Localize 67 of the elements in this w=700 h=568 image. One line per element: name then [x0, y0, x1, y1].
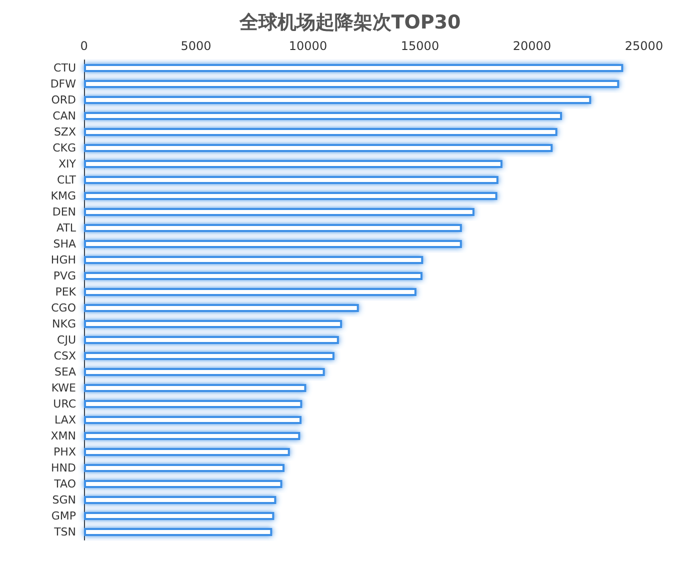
bar — [84, 64, 624, 72]
bar — [84, 464, 284, 472]
y-tick-label: SGN — [52, 494, 76, 506]
bar — [84, 432, 300, 440]
y-tick-label: PEK — [55, 286, 77, 298]
bar — [84, 112, 562, 120]
y-tick-label: PHX — [54, 446, 76, 458]
bar — [84, 304, 359, 312]
bar — [84, 496, 276, 504]
bar — [84, 96, 592, 104]
bar — [84, 528, 272, 536]
bar — [84, 384, 306, 392]
y-tick-label: DEN — [52, 206, 76, 218]
y-tick-label: PVG — [53, 270, 76, 282]
y-tick-label: SHA — [53, 238, 76, 250]
bar — [84, 144, 553, 152]
y-tick-label: CGO — [51, 302, 76, 314]
bar — [84, 272, 422, 280]
y-tick-label: DFW — [50, 78, 76, 90]
bar — [84, 160, 502, 168]
y-tick-label: CLT — [56, 174, 76, 186]
y-tick-label: SZX — [54, 126, 76, 138]
bar — [84, 240, 462, 248]
y-tick-label: LAX — [54, 414, 76, 426]
bar — [84, 512, 274, 520]
bar — [84, 80, 620, 88]
y-tick-label: HND — [51, 462, 76, 474]
y-tick-label: CJU — [57, 334, 76, 346]
bar — [84, 176, 498, 184]
y-tick-label: GMP — [51, 510, 76, 522]
y-tick-label: SEA — [54, 366, 76, 378]
y-tick-label: CTU — [54, 62, 76, 74]
y-tick-label: KMG — [50, 190, 76, 202]
x-tick-label: 10000 — [288, 39, 328, 53]
x-tick-label: 0 — [80, 39, 88, 53]
bar — [84, 368, 325, 376]
bar — [84, 128, 558, 136]
y-tick-label: TAO — [53, 478, 76, 490]
bar — [84, 208, 474, 216]
y-tick-label: URC — [53, 398, 76, 410]
bar — [84, 480, 282, 488]
x-tick-label: 15000 — [400, 39, 440, 53]
y-tick-label: KWE — [51, 382, 76, 394]
bar — [84, 400, 302, 408]
bar — [84, 256, 424, 264]
bar — [84, 416, 302, 424]
chart-title: 全球机场起降架次TOP30 — [238, 12, 461, 34]
x-tick-label: 20000 — [512, 39, 552, 53]
y-tick-label: NKG — [52, 318, 76, 330]
y-tick-label: XMN — [50, 430, 76, 442]
bar — [84, 192, 498, 200]
y-tick-label: TSN — [53, 526, 76, 538]
bar — [84, 288, 416, 296]
x-tick-label: 5000 — [180, 39, 212, 53]
bar — [84, 352, 334, 360]
x-tick-label: 25000 — [624, 39, 664, 53]
y-tick-label: CKG — [52, 142, 76, 154]
y-tick-label: CAN — [52, 110, 76, 122]
y-tick-label: HGH — [50, 254, 76, 266]
y-tick-label: CSX — [54, 350, 76, 362]
y-tick-label: ATL — [56, 222, 77, 234]
bar — [84, 336, 339, 344]
bar — [84, 224, 462, 232]
y-tick-label: ORD — [51, 94, 76, 106]
bar — [84, 448, 290, 456]
y-tick-label: XIY — [58, 158, 76, 170]
bar — [84, 320, 342, 328]
